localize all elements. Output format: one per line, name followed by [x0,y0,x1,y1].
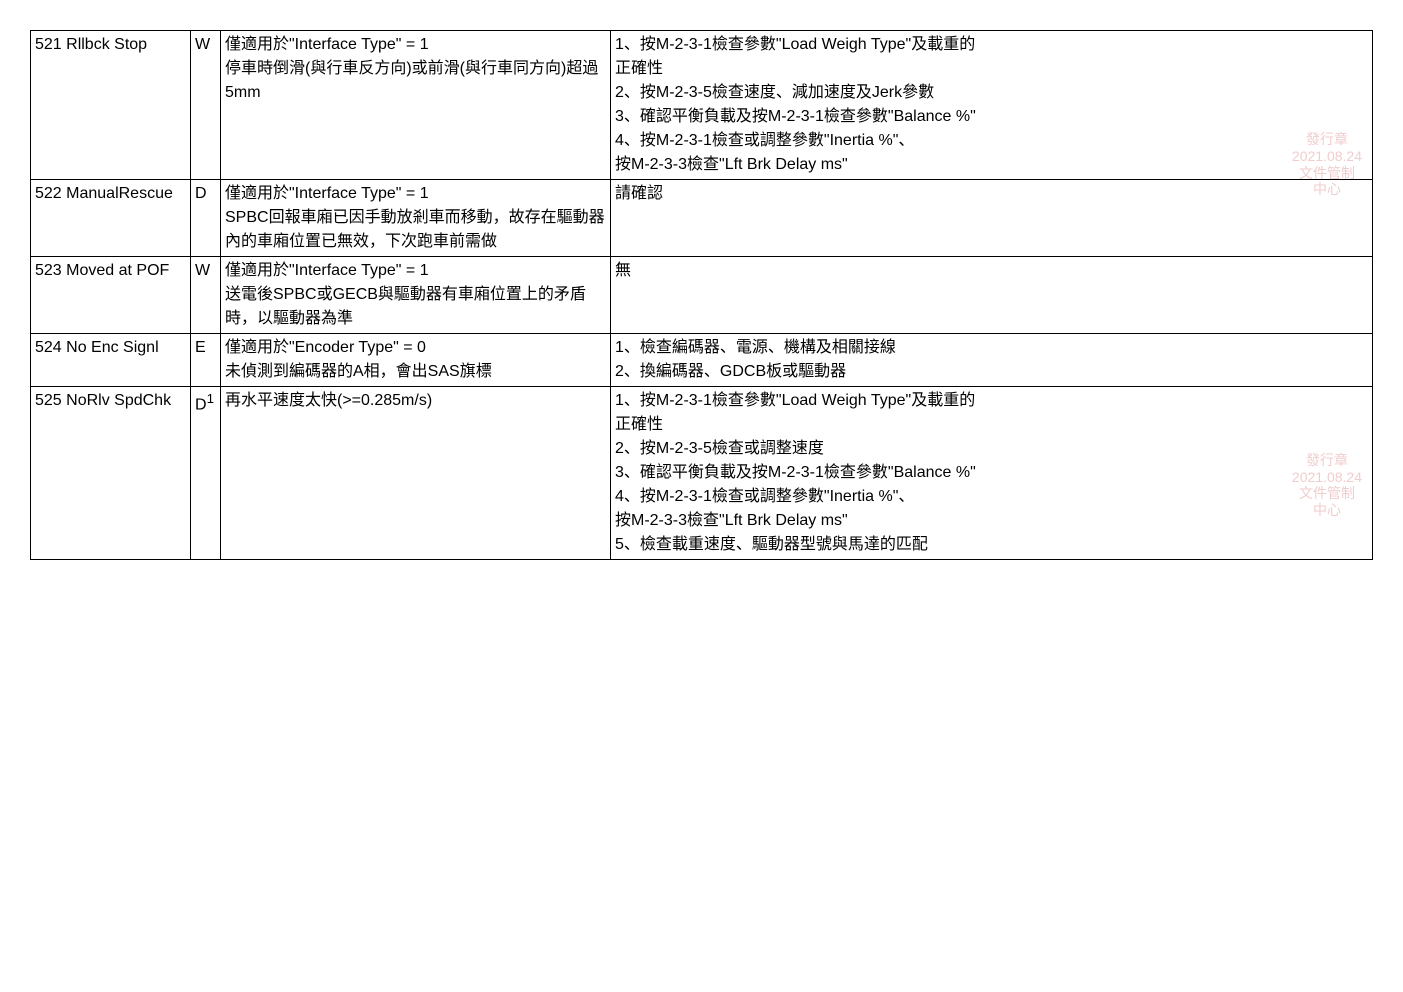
desc-text: 僅適用於"Interface Type" = 1SPBC回報車廂已因手動放剎車而… [225,185,605,250]
table-row: 525 NoRlv SpdChk D1 再水平速度太快(>=0.285m/s) … [31,387,1373,560]
cell-code: 523 Moved at POF [31,257,191,334]
table-row: 523 Moved at POF W 僅適用於"Interface Type" … [31,257,1373,334]
cell-flag: D [191,180,221,257]
cell-desc: 僅適用於"Interface Type" = 1SPBC回報車廂已因手動放剎車而… [221,180,611,257]
cell-flag: E [191,334,221,387]
desc-text: 僅適用於"Encoder Type" = 0未偵測到編碼器的A相，會出SAS旗標 [225,339,492,380]
table-row: 522 ManualRescue D 僅適用於"Interface Type" … [31,180,1373,257]
cell-flag: W [191,31,221,180]
cell-flag: D1 [191,387,221,560]
table-row: 524 No Enc Signl E 僅適用於"Encoder Type" = … [31,334,1373,387]
cell-code: 521 Rllbck Stop [31,31,191,180]
cell-action: 請確認 [611,180,1373,257]
cell-desc: 僅適用於"Encoder Type" = 0未偵測到編碼器的A相，會出SAS旗標 [221,334,611,387]
cell-flag: W [191,257,221,334]
desc-text: 僅適用於"Interface Type" = 1送電後SPBC或GECB與驅動器… [225,262,586,327]
cell-desc: 僅適用於"Interface Type" = 1停車時倒滑(與行車反方向)或前滑… [221,31,611,180]
cell-action: 1、按M-2-3-1檢查參數"Load Weigh Type"及載重的正確性2、… [611,387,1373,560]
cell-code: 525 NoRlv SpdChk [31,387,191,560]
action-text: 1、按M-2-3-1檢查參數"Load Weigh Type"及載重的正確性2、… [615,392,976,553]
fault-code-table: 521 Rllbck Stop W 僅適用於"Interface Type" =… [30,30,1373,560]
cell-action: 1、按M-2-3-1檢查參數"Load Weigh Type"及載重的正確性2、… [611,31,1373,180]
watermark-stamp: 發行章2021.08.24文件管制中心 [1292,452,1362,519]
desc-text: 僅適用於"Interface Type" = 1停車時倒滑(與行車反方向)或前滑… [225,36,598,101]
cell-code: 522 ManualRescue [31,180,191,257]
cell-desc: 再水平速度太快(>=0.285m/s) [221,387,611,560]
cell-action: 1、檢查編碼器、電源、機構及相關接線2、換編碼器、GDCB板或驅動器 [611,334,1373,387]
cell-action: 無 [611,257,1373,334]
action-text: 1、檢查編碼器、電源、機構及相關接線2、換編碼器、GDCB板或驅動器 [615,339,896,380]
action-text: 1、按M-2-3-1檢查參數"Load Weigh Type"及載重的正確性2、… [615,36,976,173]
table-row: 521 Rllbck Stop W 僅適用於"Interface Type" =… [31,31,1373,180]
cell-code: 524 No Enc Signl [31,334,191,387]
cell-desc: 僅適用於"Interface Type" = 1送電後SPBC或GECB與驅動器… [221,257,611,334]
